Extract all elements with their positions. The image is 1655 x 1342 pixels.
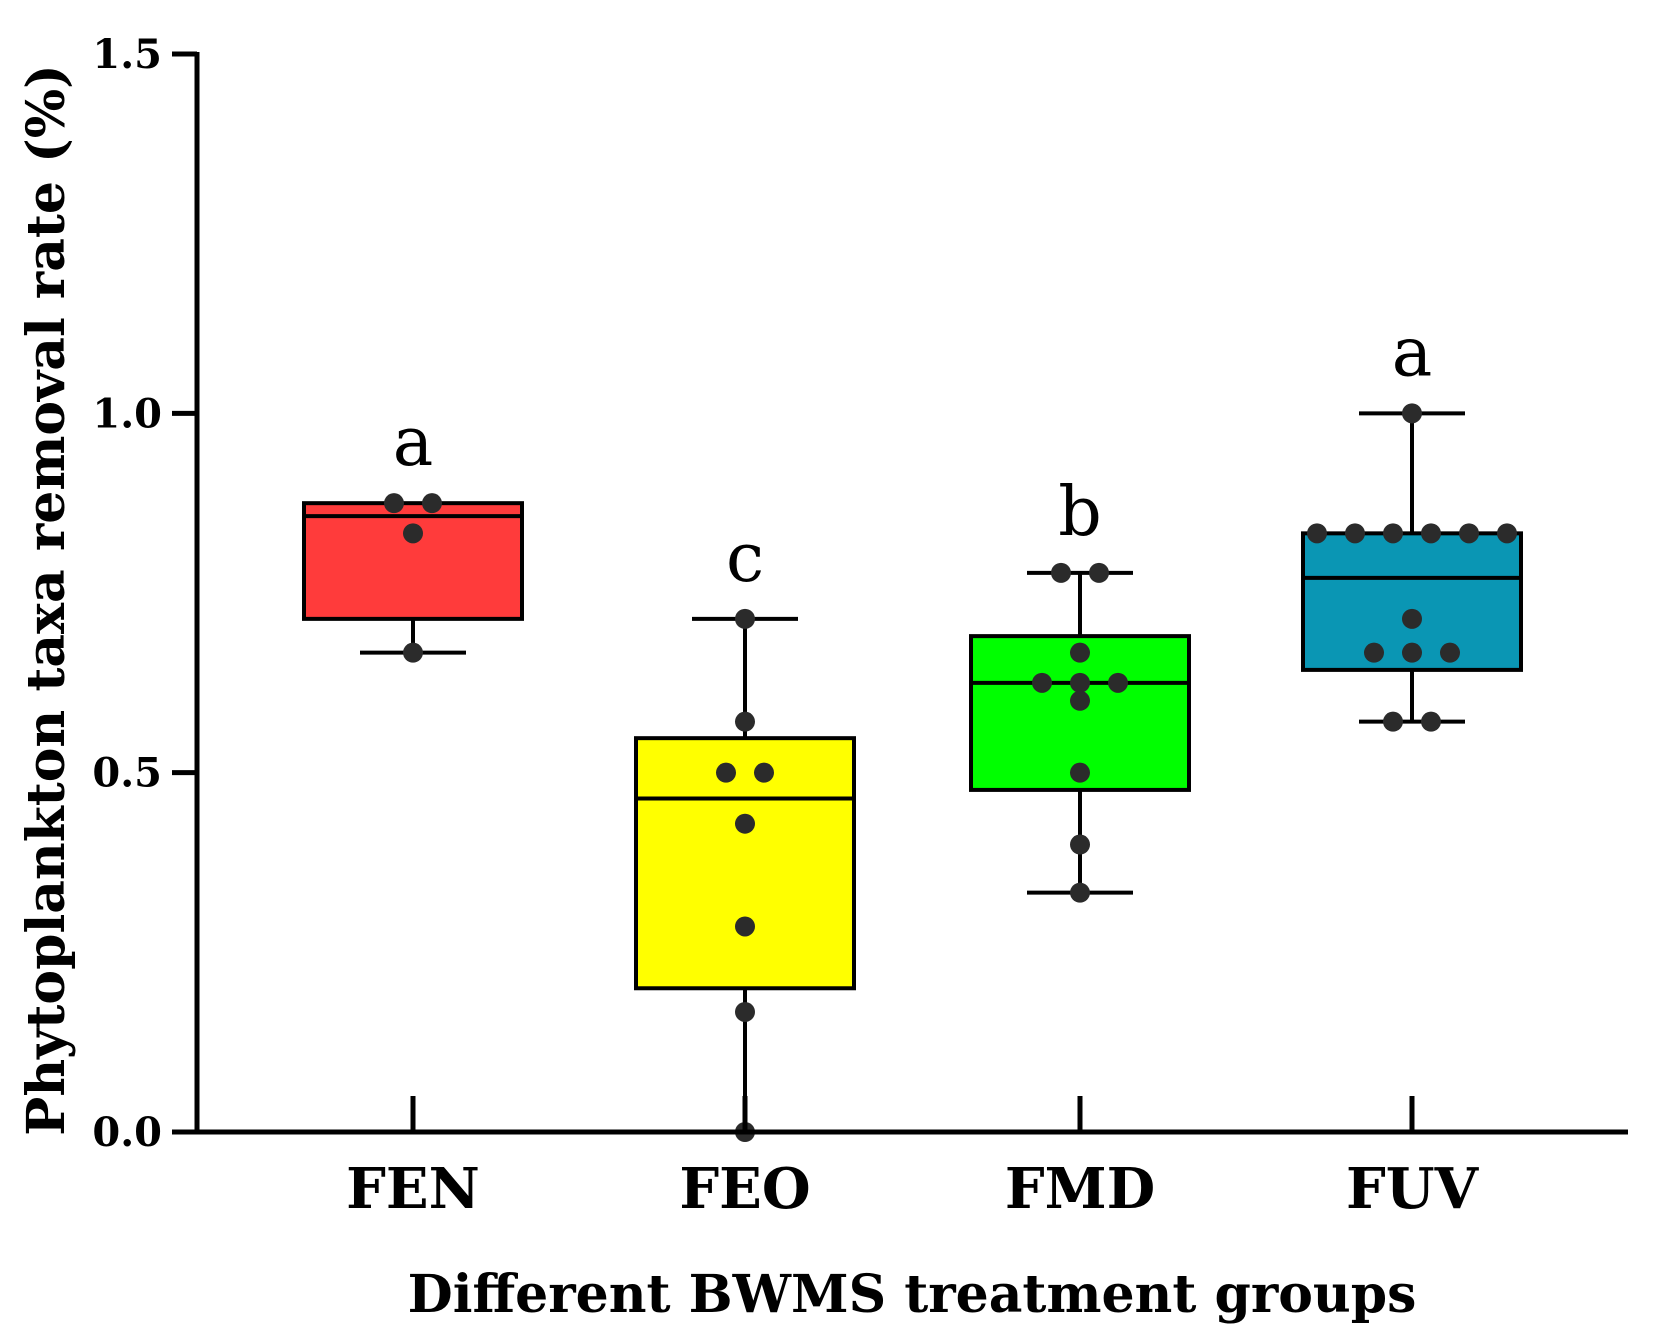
data-point: [1402, 403, 1422, 424]
data-point: [403, 642, 423, 663]
data-point: [1051, 562, 1071, 583]
data-point: [1402, 608, 1422, 629]
data-point: [384, 493, 404, 514]
y-tick-label: 1.0: [92, 390, 162, 437]
significance-letter: a: [393, 403, 434, 482]
box: [634, 736, 856, 991]
data-point: [1402, 642, 1422, 663]
data-point: [1070, 690, 1090, 711]
data-point: [1032, 672, 1052, 693]
data-point: [1440, 642, 1460, 663]
data-point: [735, 711, 755, 732]
y-ticks: 0.0 0.5 1.0 1.5: [92, 31, 197, 1156]
data-point: [1383, 523, 1403, 544]
box-group-fuv: a: [1301, 313, 1523, 732]
data-point: [754, 762, 774, 783]
x-tick-label: FEO: [679, 1156, 810, 1222]
axes-layer: [194, 52, 1628, 1135]
data-point: [422, 493, 442, 514]
data-point: [1070, 882, 1090, 903]
y-tick-label: 0.0: [92, 1109, 162, 1156]
data-point: [1421, 523, 1441, 544]
data-point: [1108, 672, 1128, 693]
x-tick-label: FEN: [346, 1156, 480, 1222]
data-point: [1345, 523, 1365, 544]
data-point: [403, 523, 423, 544]
data-point: [1070, 834, 1090, 855]
data-point: [735, 916, 755, 937]
x-tick-label: FUV: [1346, 1156, 1480, 1222]
y-axis-title: Phytoplankton taxa removal rate (%): [16, 64, 77, 1135]
data-point: [1070, 672, 1090, 693]
boxes-layer: a c b a: [302, 313, 1523, 1142]
data-point: [1307, 523, 1327, 544]
y-tick-label: 1.5: [92, 31, 162, 78]
data-point: [1383, 711, 1403, 732]
x-tick-label: FMD: [1005, 1156, 1155, 1222]
box-group-feo: c: [634, 519, 856, 1142]
data-point: [1497, 523, 1517, 544]
box-group-fen: a: [302, 403, 524, 663]
data-point: [1364, 642, 1384, 663]
significance-letter: c: [726, 519, 764, 598]
data-point: [1070, 642, 1090, 663]
significance-letter: b: [1058, 473, 1102, 552]
box-group-fmd: b: [969, 473, 1191, 903]
data-point: [1070, 762, 1090, 783]
data-point: [1459, 523, 1479, 544]
data-point: [735, 1001, 755, 1022]
data-point: [716, 762, 736, 783]
x-axis-title: Different BWMS treatment groups: [408, 1264, 1417, 1325]
x-ticks: FEN FEO FMD FUV: [346, 1096, 1480, 1222]
significance-letter: a: [1392, 313, 1433, 392]
y-tick-label: 0.5: [92, 750, 162, 797]
data-point: [1421, 711, 1441, 732]
data-point: [735, 813, 755, 834]
data-point: [1089, 562, 1109, 583]
box: [302, 501, 524, 621]
data-point: [735, 608, 755, 629]
